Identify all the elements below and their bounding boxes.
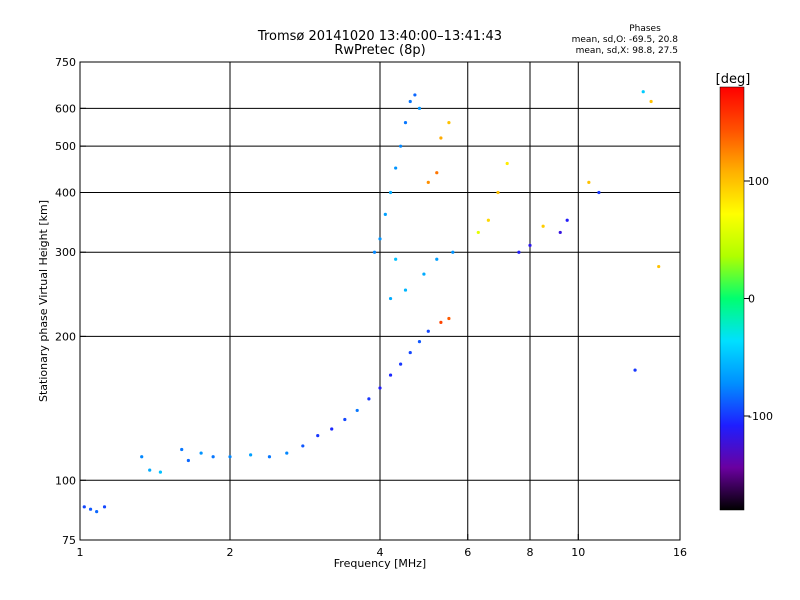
- x-axis-label: Frequency [MHz]: [334, 557, 426, 570]
- data-point: [330, 427, 334, 431]
- y-tick-label: 75: [62, 534, 76, 547]
- data-point: [388, 190, 393, 195]
- data-point: [641, 90, 645, 94]
- data-point: [249, 453, 253, 457]
- y-tick-label: 300: [55, 246, 76, 259]
- data-point: [383, 212, 387, 216]
- data-point: [228, 455, 232, 459]
- data-point: [343, 417, 347, 422]
- data-point: [186, 458, 190, 463]
- stats-heading: Phases: [629, 24, 661, 34]
- chart-title: Tromsø 20141020 13:40:00–13:41:43: [257, 29, 502, 44]
- x-tick-label: 8: [527, 546, 534, 559]
- data-point: [649, 99, 653, 104]
- data-point: [82, 505, 86, 509]
- data-point: [211, 455, 215, 459]
- data-point: [267, 455, 272, 459]
- data-point: [394, 257, 398, 261]
- data-point: [367, 397, 371, 401]
- x-axis: 1 2 4 6 8 10 16: [77, 534, 687, 559]
- stats-line-o: mean, sd,O: -69.5, 20.8: [572, 35, 679, 45]
- data-point: [486, 218, 490, 222]
- colorbar-ticks: 100 0 -100: [744, 175, 773, 423]
- colorbar: [deg] 100 0 -100: [716, 72, 773, 511]
- y-tick-label: 200: [55, 330, 76, 343]
- data-point: [426, 180, 430, 184]
- data-point: [199, 451, 203, 455]
- data-point: [102, 505, 107, 509]
- data-point: [180, 447, 184, 452]
- data-point: [417, 340, 422, 344]
- x-tick-label: 1: [77, 546, 84, 559]
- data-point: [408, 350, 412, 355]
- data-point: [148, 468, 152, 472]
- plot-area: 1 2 4 6 8 10 16 75 100 200 300 400 500 600 750: [55, 56, 687, 559]
- data-point: [403, 121, 408, 125]
- y-axis-label: Stationary phase Virtual Height [km]: [37, 200, 50, 402]
- data-point: [394, 166, 398, 170]
- data-point: [388, 373, 393, 377]
- data-point: [439, 136, 443, 140]
- colorbar-gradient: [719, 86, 745, 511]
- colorbar-label: [deg]: [716, 72, 751, 87]
- data-point: [316, 434, 320, 438]
- data-point: [408, 99, 412, 104]
- data-point: [378, 386, 382, 390]
- data-point: [633, 368, 637, 372]
- colorbar-tick-label: -100: [748, 410, 773, 423]
- y-tick-label: 600: [55, 102, 76, 115]
- x-tick-label: 4: [377, 546, 384, 559]
- y-tick-label: 100: [55, 474, 76, 487]
- data-point: [505, 161, 509, 166]
- data-point: [528, 243, 532, 248]
- data-point: [565, 218, 569, 222]
- stats-line-x: mean, sd,X: 98.8, 27.5: [576, 46, 678, 56]
- y-tick-label: 400: [55, 186, 76, 199]
- data-point: [301, 444, 305, 448]
- data-point: [496, 190, 500, 195]
- x-tick-label: 6: [464, 546, 471, 559]
- data-point: [158, 470, 163, 474]
- x-tick-label: 10: [571, 546, 585, 559]
- data-point: [417, 106, 422, 110]
- data-point: [388, 296, 393, 301]
- data-point: [140, 455, 144, 459]
- x-tick-label: 2: [227, 546, 234, 559]
- data-point: [399, 362, 403, 366]
- colorbar-tick-label: 100: [748, 175, 769, 188]
- data-point: [399, 144, 403, 148]
- data-point: [95, 509, 99, 514]
- data-point: [88, 507, 93, 511]
- y-tick-label: 500: [55, 140, 76, 153]
- y-tick-label: 750: [55, 56, 76, 69]
- data-point: [587, 180, 591, 184]
- y-axis: 75 100 200 300 400 500 600 750: [55, 56, 86, 547]
- chart-subtitle: RwPretec (8p): [334, 43, 425, 58]
- data-point: [447, 121, 451, 125]
- colorbar-tick-label: 0: [748, 293, 755, 306]
- data-point: [403, 288, 408, 292]
- data-point: [285, 451, 289, 455]
- data-point: [451, 250, 455, 254]
- data-point: [558, 230, 562, 235]
- data-point: [378, 237, 382, 241]
- points-layer: [82, 90, 661, 514]
- data-point: [541, 224, 545, 228]
- data-point: [413, 93, 417, 97]
- grid-layer: [80, 62, 680, 540]
- x-tick-label: 16: [673, 546, 687, 559]
- data-point: [435, 257, 439, 261]
- data-point: [597, 190, 601, 195]
- data-point: [426, 329, 430, 333]
- data-point: [517, 250, 521, 254]
- data-point: [355, 408, 359, 413]
- data-point: [447, 316, 451, 321]
- data-point: [435, 171, 439, 175]
- data-point: [476, 230, 480, 235]
- data-point: [372, 250, 377, 254]
- data-point: [422, 272, 426, 276]
- data-point: [439, 320, 443, 324]
- data-point: [657, 264, 661, 269]
